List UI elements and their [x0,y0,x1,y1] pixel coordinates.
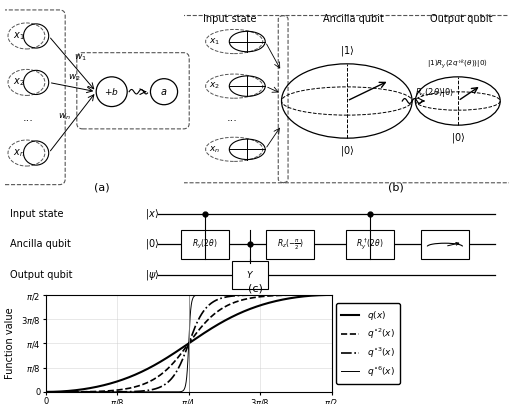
$q^{\circ 6}(x)$ [322,292,328,297]
Y-axis label: Function value: Function value [5,307,15,379]
Text: $|1\rangle R_y(2q^{\circ k}(\theta))|0\rangle$: $|1\rangle R_y(2q^{\circ k}(\theta))|0\r… [427,57,487,71]
Text: $Y$: $Y$ [245,269,253,280]
Text: $x_n$: $x_n$ [209,144,220,155]
$q(x)$ [328,292,334,297]
Text: $R_y(2\theta)$: $R_y(2\theta)$ [192,238,217,251]
$q(x)$ [197,333,203,338]
$q^{\circ 3}(x)$ [321,292,327,297]
Text: $x_1$: $x_1$ [209,36,220,47]
Text: $x_1$: $x_1$ [13,30,24,42]
$q^{\circ 2}(x)$ [212,310,218,315]
$q(x)$ [276,298,282,303]
Text: $|x\rangle$: $|x\rangle$ [145,207,159,221]
Text: $x_2$: $x_2$ [209,81,220,91]
Text: $|\psi\rangle$: $|\psi\rangle$ [145,268,159,282]
Line: $q^{\circ 2}(x)$: $q^{\circ 2}(x)$ [46,295,331,392]
Text: $|1\rangle$: $|1\rangle$ [339,44,353,58]
FancyBboxPatch shape [346,230,393,259]
Text: Input state: Input state [10,209,64,219]
Text: $x_2$: $x_2$ [13,76,24,88]
$q^{\circ 3}(x)$ [180,355,186,360]
$q^{\circ 2}(x)$ [178,351,184,356]
$q^{\circ 3}(x)$ [178,359,184,364]
Text: (b): (b) [387,182,403,192]
$q^{\circ 2}(x)$ [276,293,282,298]
$q(x)$ [43,389,49,394]
$q^{\circ 2}(x)$ [43,389,49,394]
Text: $w_1$: $w_1$ [73,53,86,63]
Line: $q(x)$: $q(x)$ [46,295,331,392]
Text: $a$: $a$ [160,87,167,97]
Text: ...: ... [227,113,238,123]
Text: (c): (c) [247,284,262,294]
FancyBboxPatch shape [420,230,468,259]
$q^{\circ 6}(x)$ [277,292,283,297]
FancyBboxPatch shape [232,261,267,289]
Text: $R_z(-\frac{\pi}{2})$: $R_z(-\frac{\pi}{2})$ [276,237,302,252]
Text: (a): (a) [94,182,109,192]
Text: Output qubit: Output qubit [429,14,491,24]
Text: $R_y(2\theta)|0\rangle$: $R_y(2\theta)|0\rangle$ [414,87,454,100]
Text: Ancilla qubit: Ancilla qubit [322,14,383,24]
$q^{\circ 2}(x)$ [321,292,327,297]
Text: $w_n$: $w_n$ [58,112,71,122]
$q^{\circ 6}(x)$ [197,292,203,297]
$q^{\circ 3}(x)$ [43,389,49,394]
$q^{\circ 3}(x)$ [212,298,218,303]
$q(x)$ [321,292,327,297]
Legend: $q(x)$, $q^{\circ 2}(x)$, $q^{\circ 3}(x)$, $q^{\circ 6}(x)$: $q(x)$, $q^{\circ 2}(x)$, $q^{\circ 3}(x… [335,303,399,384]
$q^{\circ 2}(x)$ [180,348,186,353]
$q^{\circ 6}(x)$ [235,292,241,297]
Text: $x_n$: $x_n$ [13,147,24,159]
$q(x)$ [180,345,186,349]
$q(x)$ [212,323,218,328]
$q^{\circ 6}(x)$ [180,388,186,393]
$q^{\circ 2}(x)$ [197,326,203,330]
Text: $+b$: $+b$ [104,86,119,97]
FancyBboxPatch shape [266,230,313,259]
Text: Output qubit: Output qubit [10,270,72,280]
$q^{\circ 3}(x)$ [276,292,282,297]
$q^{\circ 3}(x)$ [197,314,203,318]
$q^{\circ 3}(x)$ [326,292,332,297]
Line: $q^{\circ 6}(x)$: $q^{\circ 6}(x)$ [46,295,331,392]
Text: Ancilla qubit: Ancilla qubit [10,240,71,249]
$q^{\circ 2}(x)$ [328,292,334,297]
$q^{\circ 3}(x)$ [328,292,334,297]
$q(x)$ [178,346,184,351]
Text: ...: ... [23,113,34,123]
FancyBboxPatch shape [181,230,229,259]
$q^{\circ 6}(x)$ [43,389,49,394]
Text: $w_2$: $w_2$ [68,73,80,83]
Text: $|0\rangle$: $|0\rangle$ [145,238,159,251]
Line: $q^{\circ 3}(x)$: $q^{\circ 3}(x)$ [46,295,331,392]
Text: Input state: Input state [202,14,256,24]
$q^{\circ 6}(x)$ [328,292,334,297]
Text: $|0\rangle$: $|0\rangle$ [449,131,464,145]
$q^{\circ 6}(x)$ [212,292,218,297]
$q^{\circ 6}(x)$ [178,389,184,394]
Text: $|0\rangle$: $|0\rangle$ [339,144,353,158]
Text: $R_y^\dagger(2\theta)$: $R_y^\dagger(2\theta)$ [355,237,383,252]
